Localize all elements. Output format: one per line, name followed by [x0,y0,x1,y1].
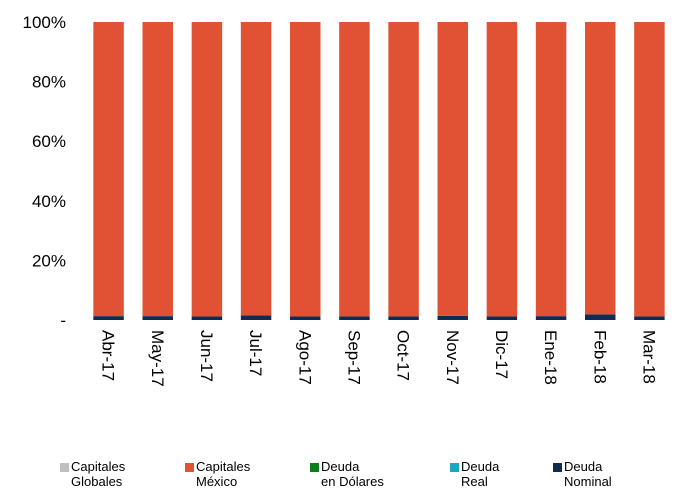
legend-item: Capitales Globales [60,459,125,489]
y-axis: - 20% 40% 60% 80% 100% [23,13,66,330]
x-axis: Abr-17 May-17 Jun-17 Jul-17 Ago-17 Sep-17 Oct-… [99,330,659,387]
y-tick-label: - [60,311,66,330]
legend-swatch [60,463,69,472]
bar-segment [290,316,321,320]
legend-label: Capitales México [196,459,251,489]
x-tick-label: May-17 [148,330,167,387]
bar-segment [437,22,468,316]
bar-segment [142,22,173,317]
x-tick-label: Ene-18 [541,330,560,385]
y-tick-label: 40% [32,192,66,211]
x-tick-label: Nov-17 [443,330,462,385]
legend-item: Capitales México [185,459,250,489]
legend-swatch [450,463,459,472]
x-tick-label: Oct-17 [394,330,413,381]
y-tick-label: 80% [32,73,66,92]
bar-segment [437,315,468,320]
bar-segment [585,314,616,320]
bar-segment [388,316,419,320]
y-tick-label: 60% [32,132,66,151]
bar-segment [486,22,518,317]
y-tick-label: 100% [23,13,66,32]
bar-segment [634,316,665,320]
bar-segment [93,22,124,317]
bar-segment [388,22,419,317]
x-tick-label: Abr-17 [99,330,118,381]
legend-label: Deuda Real [461,459,500,489]
legend: Capitales Globales Capitales México Deuda … [60,459,680,489]
x-tick-label: Sep-17 [344,330,363,385]
bar-segment [290,22,321,317]
legend-label: Deuda Nominal [564,459,612,489]
legend-item: Deuda Real [450,459,499,489]
bar-segment [240,315,272,320]
x-tick-label: Jun-17 [197,330,216,382]
legend-swatch [553,463,562,472]
bar-segment [339,22,370,317]
bar-segment [339,316,370,320]
legend-swatch [310,463,319,472]
legend-item: Deuda en Dólares [310,459,384,489]
bar-segment [240,22,272,316]
bar-segment [535,22,567,317]
legend-label: Deuda en Dólares [321,459,384,489]
bar-segment [634,22,665,317]
x-tick-label: Jul-17 [246,330,265,376]
bar-segment [142,316,173,320]
bar-segment [535,316,567,320]
bars [93,22,665,320]
legend-label: Capitales Globales [71,459,126,489]
x-tick-label: Ago-17 [295,330,314,385]
x-tick-label: Dic-17 [492,330,511,379]
legend-item: Deuda Nominal [553,459,612,489]
stacked-bar-chart: - 20% 40% 60% 80% 100% Abr-17 May-17 Jun-17 Jul-… [23,13,665,387]
bar-segment [191,316,223,320]
bar-segment [486,316,518,320]
x-tick-label: Mar-18 [639,330,658,384]
y-tick-label: 20% [32,251,66,270]
legend-swatch [185,463,194,472]
bar-segment [191,22,223,317]
bar-segment [585,22,616,315]
x-tick-label: Feb-18 [590,330,609,384]
bar-segment [93,316,124,320]
